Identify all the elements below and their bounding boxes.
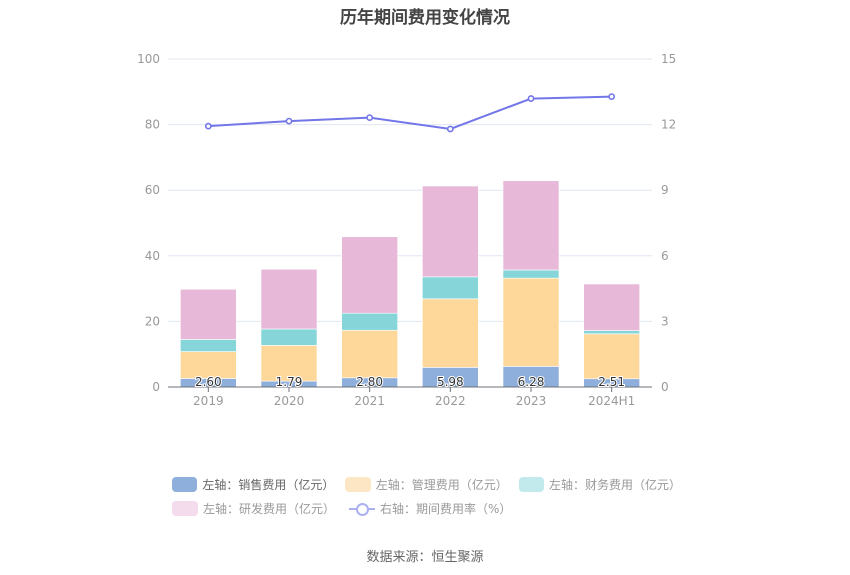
bar-rnd[interactable] (180, 288, 237, 340)
bar-data-labels: 2.60 1.79 2.80 5.98 6.28 2.51 (194, 374, 626, 390)
right-axis-tick-label: 15 (661, 52, 676, 66)
left-axis-tick-label: 40 (145, 249, 160, 263)
left-axis-ticks: 0 20 40 60 80 100 (137, 52, 160, 394)
legend-item-finance[interactable]: 左轴：财务费用（亿元） (518, 476, 682, 493)
grid-lines (168, 58, 652, 322)
bar-data-label: 2.60 (195, 375, 222, 389)
right-axis-tick-label: 9 (661, 183, 669, 197)
chart-title: 历年期间费用变化情况 (340, 8, 510, 28)
bar-finance[interactable] (341, 312, 398, 331)
bar-admin[interactable] (260, 345, 318, 382)
x-axis-tick-label: 2023 (516, 394, 547, 408)
left-axis-tick-label: 60 (145, 183, 160, 197)
bar-finance[interactable] (260, 328, 318, 346)
bar-rnd[interactable] (583, 283, 640, 331)
legend-swatch-finance (518, 476, 545, 492)
legend-swatch-rnd (172, 500, 198, 516)
line-point[interactable] (527, 95, 535, 102)
legend-item-rnd[interactable]: 左轴：研发费用（亿元） (172, 500, 335, 517)
bar-finance[interactable] (180, 339, 237, 352)
legend-label-rnd: 左轴：研发费用（亿元） (203, 501, 336, 516)
legend-swatch-admin (345, 476, 371, 492)
legend-item-admin[interactable]: 左轴：管理费用（亿元） (345, 476, 508, 493)
bar-admin[interactable] (583, 333, 640, 380)
left-axis-tick-label: 0 (152, 380, 160, 394)
data-source: 数据来源：恒生聚源 (366, 550, 484, 565)
bar-rnd[interactable] (341, 236, 398, 314)
bar-data-label: 5.98 (437, 375, 464, 389)
bar-finance[interactable] (502, 269, 560, 279)
x-axis-ticks: 2019 2020 2021 2022 2023 2024H1 (193, 387, 635, 408)
line-point[interactable] (285, 117, 293, 125)
legend-label-admin: 左轴：管理费用（亿元） (375, 477, 508, 492)
bar-admin[interactable] (341, 329, 398, 379)
line-point[interactable] (366, 114, 374, 122)
x-axis-tick-label: 2022 (435, 394, 466, 408)
bar-data-label: 1.79 (276, 375, 303, 389)
bar-rnd[interactable] (422, 185, 479, 278)
line-series (204, 93, 616, 133)
bar-admin[interactable] (422, 298, 479, 368)
left-axis-tick-label: 100 (137, 52, 160, 66)
legend-item-sales[interactable]: 左轴：销售费用（亿元） (172, 476, 335, 493)
legend-line-marker-icon (349, 501, 376, 516)
line-point[interactable] (446, 125, 454, 133)
x-axis-tick-label: 2019 (193, 394, 224, 408)
left-axis-tick-label: 80 (145, 118, 160, 132)
right-axis-tick-label: 3 (661, 314, 669, 328)
line-point[interactable] (204, 122, 212, 130)
bar-data-label: 6.28 (518, 375, 545, 389)
right-axis-tick-label: 0 (661, 380, 669, 394)
left-axis-tick-label: 20 (145, 314, 160, 328)
legend-label-sales: 左轴：销售费用（亿元） (202, 477, 335, 492)
legend-swatch-sales (172, 476, 198, 492)
bar-rnd[interactable] (502, 180, 560, 271)
bar-series (180, 180, 640, 388)
bar-finance[interactable] (422, 276, 479, 300)
bar-data-label: 2.51 (598, 375, 625, 389)
legend-item-expense-ratio[interactable]: 右轴：期间费用率（%） (349, 500, 511, 517)
right-axis-tick-label: 12 (661, 118, 676, 132)
bar-data-label: 2.80 (356, 375, 383, 389)
bar-admin[interactable] (180, 351, 237, 379)
legend-label-finance: 左轴：财务费用（亿元） (549, 477, 682, 492)
line-path (208, 95, 612, 130)
right-axis-tick-label: 6 (661, 249, 669, 263)
line-point[interactable] (608, 93, 616, 101)
x-axis-tick-label: 2024H1 (588, 394, 635, 408)
x-axis-tick-label: 2020 (274, 394, 305, 408)
legend-label-expense-ratio: 右轴：期间费用率（%） (380, 501, 512, 516)
legend: 左轴：销售费用（亿元） 左轴：管理费用（亿元） 左轴：财务费用（亿元） 左轴：研… (172, 472, 692, 520)
x-axis-tick-label: 2021 (354, 394, 385, 408)
right-axis-ticks: 0 3 6 9 12 15 (661, 52, 676, 394)
bar-admin[interactable] (502, 277, 560, 367)
bar-rnd[interactable] (260, 268, 318, 330)
bar-finance[interactable] (583, 330, 640, 335)
